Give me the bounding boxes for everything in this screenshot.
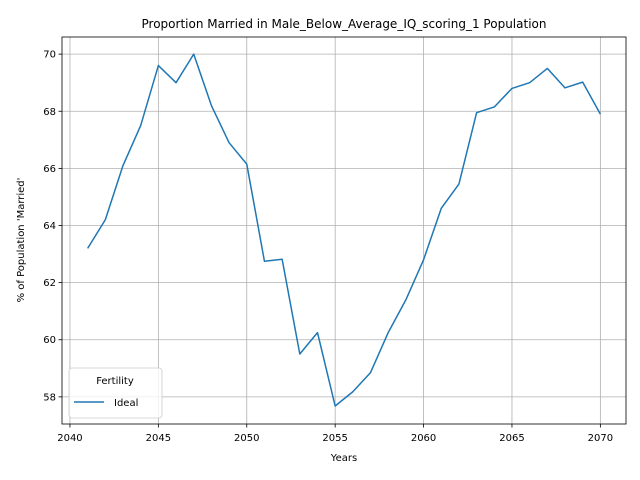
- y-tick-label: 70: [43, 50, 56, 61]
- y-tick-label: 60: [43, 335, 56, 346]
- plot-frame: [61, 36, 627, 425]
- x-tick-label: 2070: [588, 433, 613, 444]
- legend-title: Fertility: [96, 376, 134, 387]
- series-line-ideal: [87, 53, 602, 407]
- y-tick-label: 68: [43, 107, 56, 118]
- y-axis: 58 60 62 64 66 68 70: [43, 50, 62, 403]
- y-tick-label: 66: [43, 164, 56, 175]
- x-axis: 2040 2045 2050 2055 2060 2065 2070: [57, 424, 613, 444]
- y-tick-label: 58: [43, 392, 56, 403]
- y-axis-label: % of Population 'Married': [16, 178, 27, 303]
- y-tick-label: 64: [43, 221, 56, 232]
- legend-label-ideal: Ideal: [114, 398, 138, 409]
- x-tick-label: 2060: [411, 433, 436, 444]
- x-tick-label: 2055: [322, 433, 347, 444]
- x-tick-label: 2045: [146, 433, 171, 444]
- y-tick-label: 62: [43, 278, 56, 289]
- chart-title: Proportion Married in Male_Below_Average…: [142, 17, 547, 31]
- legend: Fertility Ideal: [68, 367, 163, 419]
- series-layer: [87, 53, 602, 407]
- legend-box: [68, 367, 163, 419]
- x-tick-label: 2065: [499, 433, 524, 444]
- x-tick-label: 2050: [234, 433, 259, 444]
- x-tick-label: 2040: [57, 433, 82, 444]
- x-axis-label: Years: [330, 453, 357, 464]
